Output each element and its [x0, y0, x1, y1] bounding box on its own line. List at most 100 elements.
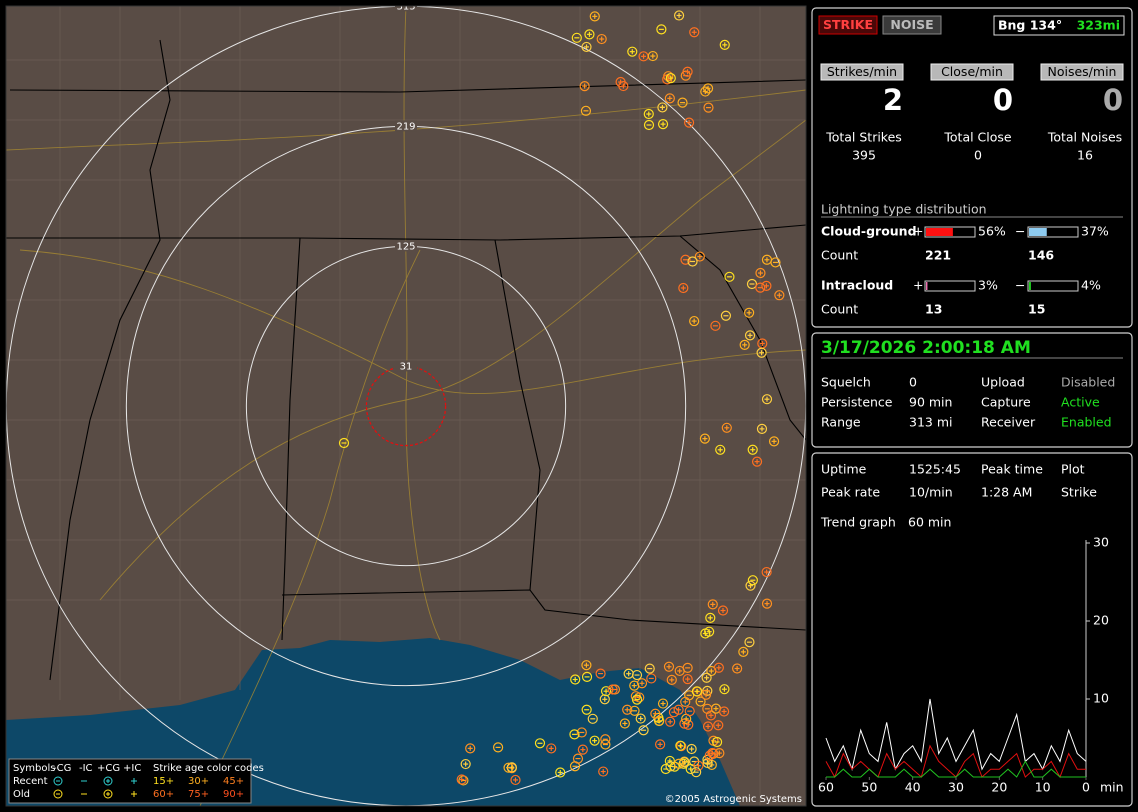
strike-ring: [744, 330, 756, 341]
strike-symbol: [636, 678, 648, 689]
strike-ring: [682, 673, 693, 685]
legend-icon: [53, 776, 63, 786]
strike-symbol: [581, 660, 592, 671]
percent-bar: [1029, 228, 1047, 236]
strike-ring: [589, 735, 600, 746]
y-tick-label: 20: [1093, 613, 1109, 628]
ring-label-bg: [395, 240, 417, 252]
strike-symbol: [576, 727, 587, 738]
strike-symbol: [581, 671, 593, 683]
strike-ring: [680, 254, 691, 265]
status-cell: Active: [1061, 395, 1100, 410]
strike-symbol: [689, 315, 700, 327]
rate-button[interactable]: [1040, 63, 1124, 81]
strike-ring: [581, 41, 592, 53]
rate-label[interactable]: Noises/min: [1048, 64, 1117, 79]
strike-ring: [751, 456, 763, 467]
strike-ring: [699, 433, 711, 444]
legend-text: -IC: [79, 763, 93, 774]
strike-ring: [715, 444, 726, 455]
strike-symbol: [756, 423, 768, 434]
strike-ring: [623, 668, 634, 679]
strike-ring: [643, 119, 655, 131]
strike-symbol: [700, 689, 712, 700]
strike-ring: [577, 744, 588, 755]
strike-symbol: [629, 705, 640, 716]
strike-ring: [456, 774, 467, 785]
strike-ring: [627, 46, 638, 57]
strike-ring: [673, 704, 684, 715]
strike-ring: [686, 743, 697, 755]
strike-ring: [703, 102, 714, 113]
percent-bar: [926, 282, 928, 290]
strike-ring: [738, 646, 749, 657]
strike-button[interactable]: [818, 15, 878, 35]
legend-text: Strike age color codes: [153, 763, 264, 774]
strike-ring: [755, 282, 766, 293]
strike-symbol: [665, 72, 676, 84]
strike-ring: [689, 27, 700, 38]
info-rows: Uptime 1525:45 Peak time Plot Peak rate 10/mi…: [821, 462, 1097, 500]
percent-bar: [926, 228, 953, 236]
rate-label[interactable]: Strikes/min: [827, 64, 897, 79]
noise-button-label[interactable]: NOISE: [890, 17, 933, 32]
strike-ring: [720, 310, 732, 321]
strike-symbol: [761, 254, 773, 265]
strike-symbols: [338, 10, 785, 786]
strike-symbol: [739, 339, 750, 350]
strike-ring: [746, 278, 758, 290]
strike-ring: [693, 760, 704, 771]
count-value: 146: [1028, 248, 1054, 263]
strike-symbol: [710, 320, 721, 331]
strike-ring: [618, 80, 629, 92]
strike-symbol: [700, 628, 711, 639]
strike-symbol: [691, 767, 702, 778]
bar-track: [1027, 226, 1079, 238]
rate-button[interactable]: [930, 63, 1014, 81]
strike-symbol: [581, 41, 592, 53]
strike-symbol: [647, 50, 658, 62]
strike-symbol: [600, 739, 611, 750]
strike-ring: [756, 347, 767, 358]
strike-ring: [587, 713, 598, 724]
strike-ring: [687, 256, 698, 267]
strike-symbol: [686, 743, 697, 755]
rate-label[interactable]: Close/min: [941, 64, 1003, 79]
strike-ring: [701, 672, 712, 683]
strike-ring: [600, 739, 611, 750]
strike-symbol: [718, 706, 730, 717]
strike-ring: [647, 50, 658, 62]
info-cell: 10/min: [909, 485, 953, 500]
x-tick-label: 0: [1082, 780, 1090, 795]
legend-box: [8, 758, 252, 804]
legend-icon: [103, 789, 113, 799]
strike-symbol: [595, 668, 606, 679]
strike-ring: [702, 83, 714, 94]
strike-ring: [721, 422, 732, 433]
strike-symbol: [689, 27, 700, 38]
strike-symbol: [581, 704, 592, 715]
strike-ring: [579, 81, 590, 92]
percent-label: 56%: [978, 224, 1006, 239]
noise-button[interactable]: [882, 15, 942, 35]
strike-symbol: [699, 433, 711, 444]
strike-ring: [768, 436, 780, 447]
strike-symbol: [656, 24, 667, 35]
strike-symbol: [673, 10, 685, 21]
strike-symbol: [702, 83, 714, 94]
age-code: 45+: [223, 776, 244, 787]
strike-ring: [629, 705, 640, 716]
strike-symbol: [694, 251, 705, 262]
strike-ring: [599, 694, 610, 705]
strike-symbol: [503, 762, 514, 773]
strike-symbol: [721, 422, 732, 433]
strike-symbol: [711, 736, 723, 748]
rate-button[interactable]: [820, 63, 904, 81]
strike-ring: [761, 394, 773, 405]
strike-symbol: [675, 740, 686, 751]
strike-ring: [700, 86, 711, 97]
strike-symbol: [761, 598, 773, 609]
copyright: ©2005 Astrogenic Systems: [665, 794, 802, 805]
strike-button-label[interactable]: STRIKE: [823, 17, 873, 32]
bar-track: [924, 280, 976, 292]
